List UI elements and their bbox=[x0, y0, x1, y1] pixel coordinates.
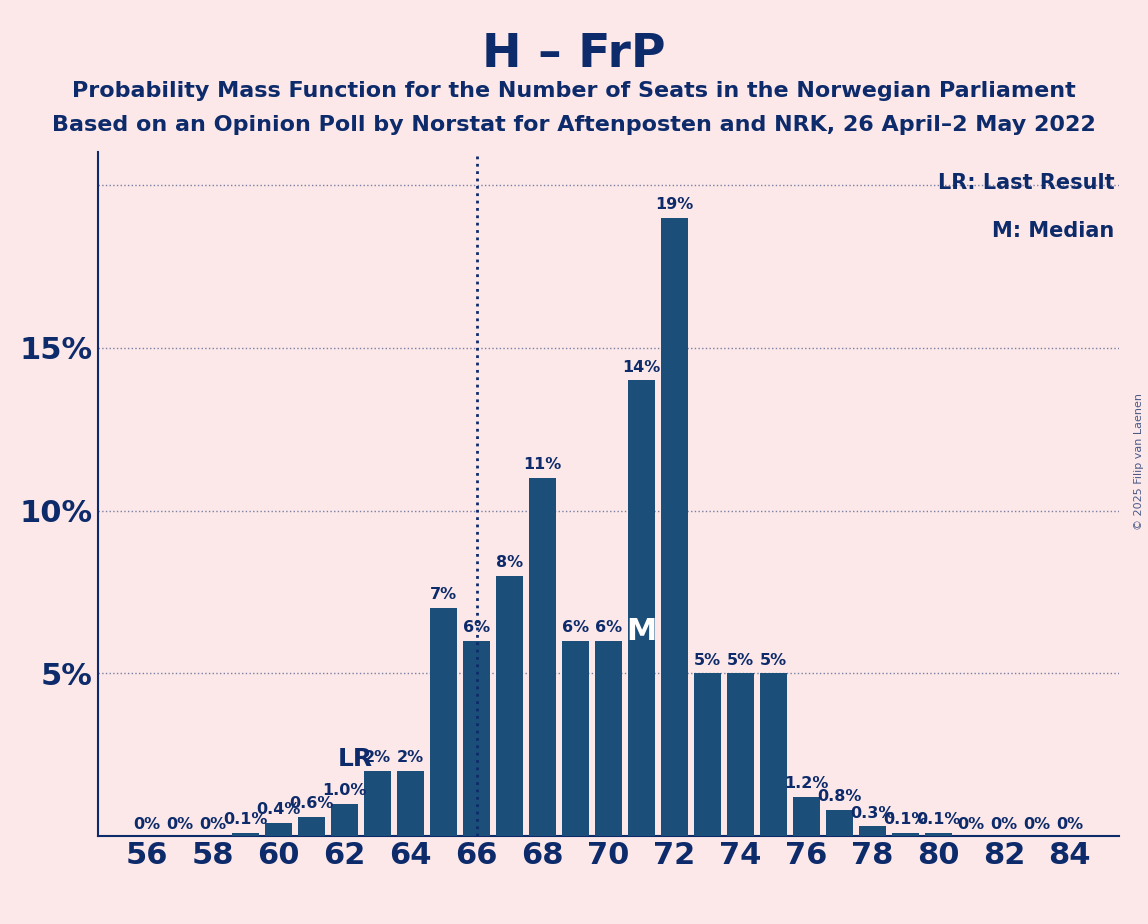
Text: M: M bbox=[626, 616, 657, 646]
Text: 0.1%: 0.1% bbox=[224, 812, 269, 827]
Text: 5%: 5% bbox=[727, 652, 754, 667]
Text: H – FrP: H – FrP bbox=[482, 32, 666, 78]
Bar bbox=[332, 804, 358, 836]
Text: 0.3%: 0.3% bbox=[850, 806, 894, 821]
Bar bbox=[825, 810, 853, 836]
Text: 2%: 2% bbox=[364, 750, 391, 765]
Text: 0.6%: 0.6% bbox=[289, 796, 334, 811]
Text: Probability Mass Function for the Number of Seats in the Norwegian Parliament: Probability Mass Function for the Number… bbox=[72, 81, 1076, 102]
Text: 7%: 7% bbox=[430, 588, 457, 602]
Text: 6%: 6% bbox=[463, 620, 490, 635]
Bar bbox=[661, 217, 688, 836]
Bar bbox=[727, 674, 754, 836]
Bar bbox=[430, 608, 457, 836]
Text: 19%: 19% bbox=[656, 197, 693, 212]
Bar bbox=[792, 797, 820, 836]
Text: Based on an Opinion Poll by Norstat for Aftenposten and NRK, 26 April–2 May 2022: Based on an Opinion Poll by Norstat for … bbox=[52, 115, 1096, 135]
Text: 0%: 0% bbox=[200, 818, 226, 833]
Text: 8%: 8% bbox=[496, 555, 523, 570]
Text: 0%: 0% bbox=[133, 818, 161, 833]
Bar bbox=[298, 817, 325, 836]
Text: 0%: 0% bbox=[1023, 818, 1050, 833]
Text: 0%: 0% bbox=[166, 818, 194, 833]
Bar bbox=[496, 576, 523, 836]
Text: 11%: 11% bbox=[523, 457, 561, 472]
Bar bbox=[563, 641, 589, 836]
Bar bbox=[859, 826, 885, 836]
Bar bbox=[265, 823, 293, 836]
Text: 6%: 6% bbox=[561, 620, 589, 635]
Text: 5%: 5% bbox=[693, 652, 721, 667]
Text: 1.2%: 1.2% bbox=[784, 776, 829, 791]
Text: LR: LR bbox=[339, 748, 373, 772]
Text: 1.0%: 1.0% bbox=[323, 783, 367, 797]
Text: 6%: 6% bbox=[595, 620, 622, 635]
Text: 0.4%: 0.4% bbox=[257, 802, 301, 818]
Text: 0%: 0% bbox=[991, 818, 1017, 833]
Bar bbox=[397, 772, 425, 836]
Bar bbox=[232, 833, 259, 836]
Text: 0%: 0% bbox=[957, 818, 985, 833]
Text: © 2025 Filip van Laenen: © 2025 Filip van Laenen bbox=[1134, 394, 1143, 530]
Text: 5%: 5% bbox=[760, 652, 786, 667]
Bar bbox=[364, 772, 391, 836]
Bar bbox=[529, 478, 556, 836]
Text: 0%: 0% bbox=[1056, 818, 1084, 833]
Bar bbox=[760, 674, 786, 836]
Bar bbox=[628, 381, 654, 836]
Text: LR: Last Result: LR: Last Result bbox=[938, 173, 1115, 193]
Bar bbox=[892, 833, 918, 836]
Text: 14%: 14% bbox=[622, 359, 660, 374]
Bar bbox=[693, 674, 721, 836]
Text: 0.8%: 0.8% bbox=[817, 789, 861, 804]
Bar bbox=[924, 833, 952, 836]
Text: 2%: 2% bbox=[397, 750, 425, 765]
Bar bbox=[463, 641, 490, 836]
Text: 0.1%: 0.1% bbox=[883, 812, 928, 827]
Bar bbox=[595, 641, 622, 836]
Text: M: Median: M: Median bbox=[992, 221, 1115, 241]
Text: 0.1%: 0.1% bbox=[916, 812, 960, 827]
